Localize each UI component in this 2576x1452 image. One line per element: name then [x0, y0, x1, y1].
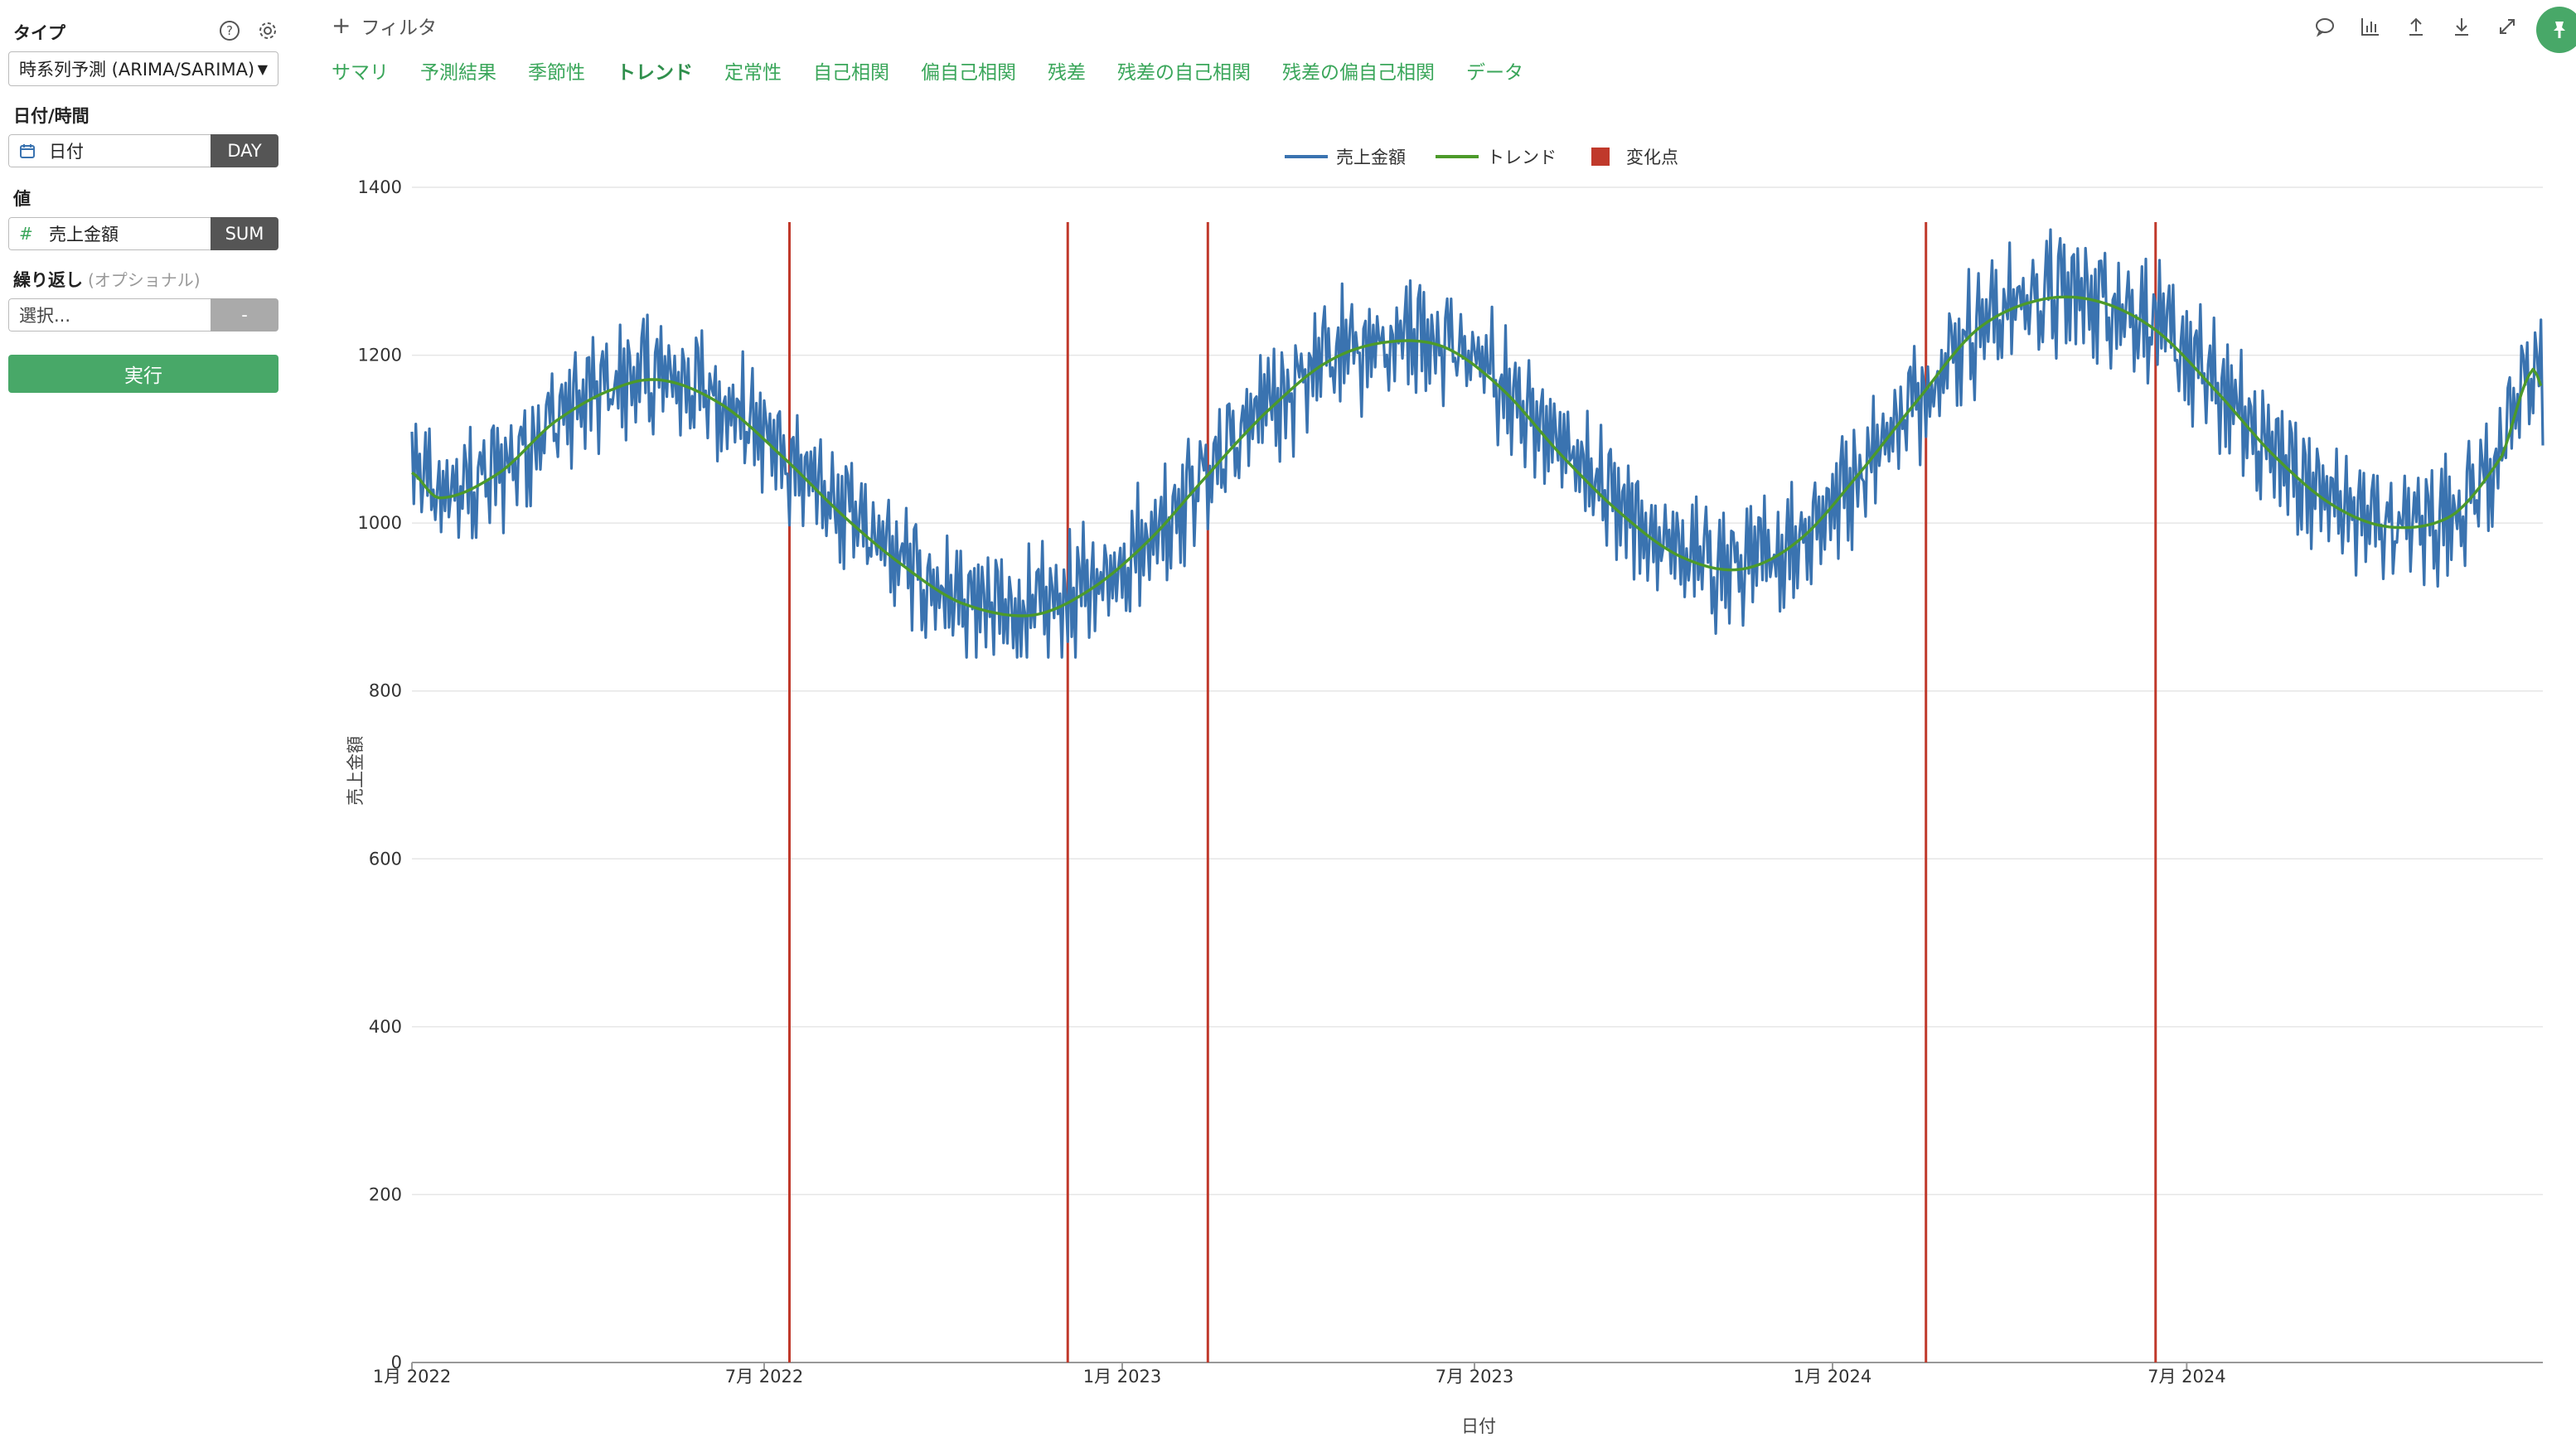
value-field-name[interactable]: # 売上金額 [8, 217, 211, 250]
upload-icon[interactable] [2399, 10, 2433, 43]
sales-series-line [410, 228, 2545, 659]
run-button[interactable]: 実行 [8, 355, 278, 393]
pin-icon[interactable] [2536, 7, 2576, 53]
tab-pacf[interactable]: 偏自己相関 [921, 62, 1016, 84]
x-tick-label: 1月 2024 [1794, 1367, 1871, 1387]
x-tick-label: 7月 2023 [1436, 1367, 1513, 1387]
type-select[interactable]: 時系列予測 (ARIMA/SARIMA) ▼ [8, 51, 278, 86]
tab-residual-acf[interactable]: 残差の自己相関 [1117, 62, 1251, 84]
changepoint-lines [788, 222, 2157, 1362]
y-tick-label: 200 [369, 1184, 402, 1204]
y-axis-title: 売上金額 [346, 736, 366, 806]
help-icon[interactable]: ? [217, 18, 242, 43]
gear-icon[interactable] [255, 18, 280, 43]
value-agg-button[interactable]: SUM [211, 217, 278, 250]
tab-trend[interactable]: トレンド [617, 62, 693, 84]
comment-icon[interactable] [2308, 10, 2341, 43]
calendar-icon [19, 143, 41, 159]
expand-icon[interactable] [2491, 10, 2524, 43]
value-field[interactable]: # 売上金額 SUM [8, 217, 278, 250]
chart-legend: 売上金額 トレンド 変化点 [1285, 148, 1678, 167]
legend-label: 変化点 [1626, 148, 1678, 167]
repeat-label: 繰り返し (オプショナル) [13, 267, 201, 292]
tab-stationarity[interactable]: 定常性 [724, 62, 782, 84]
x-tick-label: 1月 2023 [1083, 1367, 1161, 1387]
sidebar: タイプ ? 時系列予測 (ARIMA/SARIMA) ▼ 日付/時間 日付 DA… [0, 0, 290, 1452]
x-tick-label: 1月 2022 [373, 1367, 451, 1387]
download-icon[interactable] [2445, 10, 2478, 43]
x-tick-label: 7月 2024 [2147, 1367, 2225, 1387]
legend-swatch [1591, 148, 1610, 166]
value-field-label: 売上金額 [49, 225, 119, 244]
tab-summary[interactable]: サマリ [332, 62, 389, 84]
toolbar [2308, 7, 2576, 53]
filter-label: フィルタ [361, 17, 438, 39]
date-agg-button[interactable]: DAY [211, 134, 278, 167]
y-tick-label: 0 [391, 1353, 402, 1372]
tab-residuals[interactable]: 残差 [1048, 62, 1086, 84]
tab-forecast[interactable]: 予測結果 [420, 62, 496, 84]
x-axis: 1月 2022 7月 2022 1月 2023 7月 2023 1月 2024 7月 20… [373, 1362, 2226, 1387]
x-tick-label: 7月 2022 [725, 1367, 803, 1387]
date-field[interactable]: 日付 DAY [8, 134, 278, 167]
legend-label: 売上金額 [1336, 148, 1406, 167]
y-tick-label: 600 [369, 849, 402, 869]
hash-icon: # [19, 224, 33, 244]
repeat-select[interactable]: 選択... [8, 298, 211, 332]
tab-residual-pacf[interactable]: 残差の偏自己相関 [1282, 62, 1435, 84]
y-tick-label: 1400 [358, 177, 402, 197]
svg-text:?: ? [226, 23, 233, 38]
tab-bar: サマリ 予測結果 季節性 トレンド 定常性 自己相関 偏自己相関 残差 残差の自… [323, 56, 1547, 85]
date-field-label: 日付 [49, 142, 84, 162]
y-tick-label: 1000 [358, 513, 402, 533]
plus-icon: + [332, 12, 351, 39]
x-axis-title: 日付 [1461, 1416, 1496, 1436]
chart-icon[interactable] [2354, 10, 2387, 43]
repeat-field[interactable]: 選択... - [8, 298, 278, 332]
chevron-down-icon: ▼ [257, 60, 268, 77]
trend-series-line [411, 295, 2543, 617]
tab-seasonality[interactable]: 季節性 [528, 62, 585, 84]
y-tick-label: 1200 [358, 346, 402, 365]
date-label: 日付/時間 [13, 106, 90, 126]
value-label: 値 [13, 189, 31, 209]
filter-button[interactable]: + フィルタ [332, 12, 437, 40]
repeat-label-text: 繰り返し [13, 270, 83, 290]
type-select-value: 時系列予測 (ARIMA/SARIMA) [19, 60, 255, 80]
legend-label: トレンド [1487, 148, 1557, 167]
tab-acf[interactable]: 自己相関 [813, 62, 889, 84]
y-tick-label: 400 [369, 1017, 402, 1037]
y-tick-label: 800 [369, 681, 402, 701]
tab-data[interactable]: データ [1466, 62, 1523, 84]
type-label: タイプ [13, 23, 65, 43]
repeat-optional-text: (オプショナル) [88, 270, 201, 290]
y-axis: 0 200 400 600 800 1000 1200 1400 [358, 177, 402, 1372]
date-field-name[interactable]: 日付 [8, 134, 211, 167]
repeat-agg-button[interactable]: - [211, 298, 278, 332]
